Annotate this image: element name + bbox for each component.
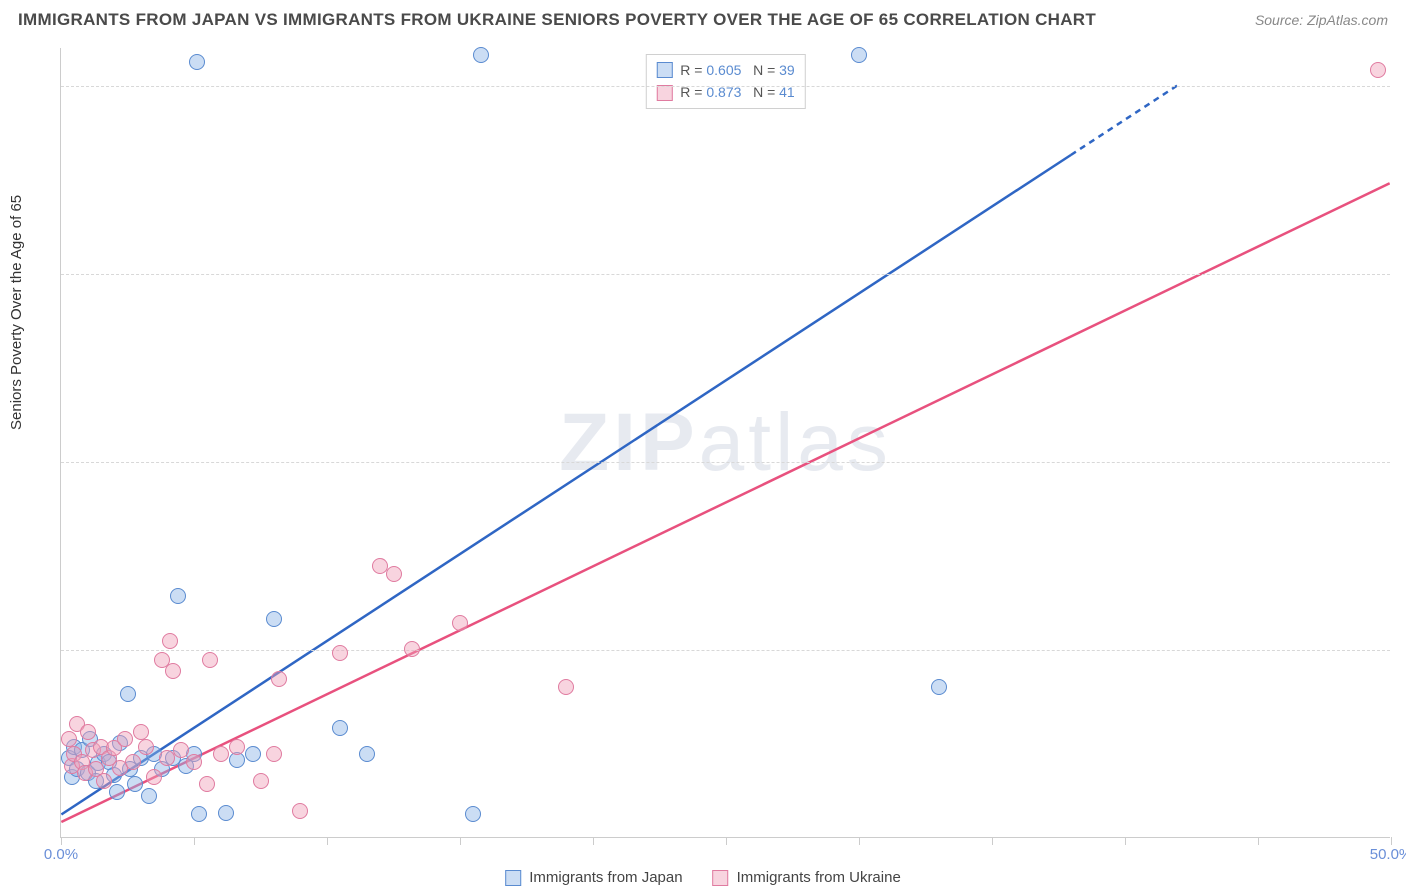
legend-series: Immigrants from Japan Immigrants from Ukr… [505, 869, 901, 886]
data-point [465, 806, 481, 822]
data-point [253, 773, 269, 789]
data-point [138, 739, 154, 755]
x-tick [61, 837, 62, 845]
x-tick [327, 837, 328, 845]
data-point [558, 679, 574, 695]
trend-lines [61, 48, 1390, 837]
legend-stat-text: R = 0.605 N = 39 [680, 59, 794, 81]
x-tick [1391, 837, 1392, 845]
legend-stat-row: R = 0.605 N = 39 [656, 59, 794, 81]
gridline [61, 462, 1390, 463]
data-point [332, 720, 348, 736]
data-point [80, 724, 96, 740]
x-tick [194, 837, 195, 845]
data-point [213, 746, 229, 762]
data-point [117, 731, 133, 747]
data-point [199, 776, 215, 792]
data-point [1370, 62, 1386, 78]
y-axis-label: Seniors Poverty Over the Age of 65 [8, 195, 25, 430]
x-tick [593, 837, 594, 845]
legend-item: Immigrants from Japan [505, 869, 682, 886]
data-point [851, 47, 867, 63]
data-point [266, 611, 282, 627]
gridline [61, 650, 1390, 651]
data-point [271, 671, 287, 687]
legend-swatch [505, 870, 521, 886]
x-tick [1125, 837, 1126, 845]
legend-swatch [656, 85, 672, 101]
data-point [202, 652, 218, 668]
watermark: ZIPatlas [559, 396, 892, 490]
x-tick [726, 837, 727, 845]
x-tick [1258, 837, 1259, 845]
data-point [146, 769, 162, 785]
data-point [359, 746, 375, 762]
data-point [109, 784, 125, 800]
data-point [473, 47, 489, 63]
data-point [229, 739, 245, 755]
data-point [127, 776, 143, 792]
data-point [218, 805, 234, 821]
data-point [173, 742, 189, 758]
data-point [170, 588, 186, 604]
x-tick-label: 50.0% [1370, 846, 1406, 863]
legend-label: Immigrants from Japan [529, 869, 682, 886]
x-tick-label: 0.0% [44, 846, 78, 863]
legend-swatch [713, 870, 729, 886]
y-tick-label: 25.0% [1398, 641, 1406, 658]
gridline [61, 274, 1390, 275]
data-point [266, 746, 282, 762]
plot-area: ZIPatlas R = 0.605 N = 39R = 0.873 N = 4… [60, 48, 1390, 838]
data-point [61, 731, 77, 747]
y-tick-label: 50.0% [1398, 453, 1406, 470]
data-point [189, 54, 205, 70]
data-point [186, 754, 202, 770]
y-tick-label: 100.0% [1398, 77, 1406, 94]
data-point [245, 746, 261, 762]
data-point [404, 641, 420, 657]
legend-item: Immigrants from Ukraine [713, 869, 901, 886]
data-point [165, 663, 181, 679]
data-point [386, 566, 402, 582]
data-point [332, 645, 348, 661]
x-tick [460, 837, 461, 845]
data-point [125, 754, 141, 770]
source-credit: Source: ZipAtlas.com [1255, 12, 1388, 28]
data-point [191, 806, 207, 822]
legend-label: Immigrants from Ukraine [737, 869, 901, 886]
data-point [96, 773, 112, 789]
y-tick-label: 75.0% [1398, 265, 1406, 282]
data-point [133, 724, 149, 740]
data-point [452, 615, 468, 631]
chart-title: IMMIGRANTS FROM JAPAN VS IMMIGRANTS FROM… [18, 10, 1096, 30]
x-tick [859, 837, 860, 845]
data-point [931, 679, 947, 695]
legend-stats: R = 0.605 N = 39R = 0.873 N = 41 [645, 54, 805, 109]
legend-swatch [656, 62, 672, 78]
gridline [61, 86, 1390, 87]
x-tick [992, 837, 993, 845]
data-point [120, 686, 136, 702]
data-point [141, 788, 157, 804]
data-point [292, 803, 308, 819]
data-point [162, 633, 178, 649]
